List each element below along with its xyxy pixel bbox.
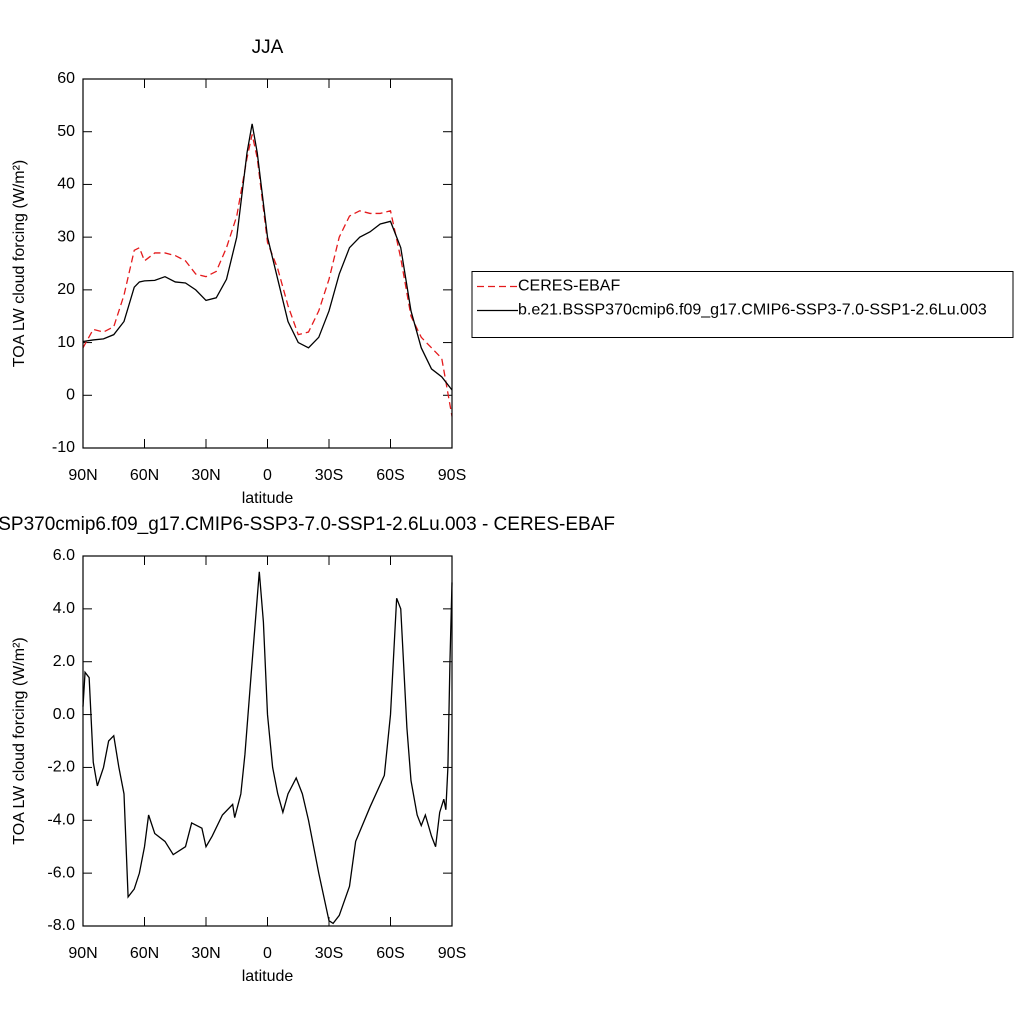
x-tick-label: 30S — [315, 945, 343, 962]
chart-title: b.e21.BSSP370cmip6.f09_g17.CMIP6-SSP3-7.… — [0, 514, 615, 535]
y-tick-label: 60 — [57, 70, 75, 87]
x-tick-label: 0 — [263, 467, 272, 484]
y-tick-label: -4.0 — [47, 812, 75, 829]
x-tick-label: 30N — [191, 467, 220, 484]
y-axis-label: TOA LW cloud forcing (W/m²) — [11, 637, 28, 844]
x-tick-label: 60N — [130, 945, 159, 962]
x-tick-label: 60S — [376, 945, 404, 962]
y-tick-label: -10 — [52, 439, 75, 456]
legend-label: CERES-EBAF — [518, 278, 620, 295]
y-tick-label: 40 — [57, 176, 75, 193]
x-tick-label: 60S — [376, 467, 404, 484]
y-tick-label: 10 — [57, 334, 75, 351]
plot-frame — [82, 555, 453, 927]
x-tick-label: 90N — [68, 467, 97, 484]
x-axis-label: latitude — [242, 490, 294, 507]
data-line — [82, 134, 453, 417]
y-tick-label: 6.0 — [53, 547, 75, 564]
y-tick-label: 0 — [66, 387, 75, 404]
y-tick-label: -8.0 — [47, 917, 75, 934]
y-tick-label: 0.0 — [53, 706, 75, 723]
x-tick-label: 90S — [438, 467, 466, 484]
x-tick-label: 90S — [438, 945, 466, 962]
y-tick-label: 30 — [57, 228, 75, 245]
y-tick-label: 20 — [57, 281, 75, 298]
x-tick-label: 60N — [130, 467, 159, 484]
x-axis-label: latitude — [242, 968, 294, 985]
chart-title: JJA — [252, 37, 284, 58]
y-axis-label: TOA LW cloud forcing (W/m²) — [11, 160, 28, 367]
legend-box — [471, 271, 1014, 338]
x-tick-label: 90N — [68, 945, 97, 962]
data-line — [82, 571, 453, 925]
data-line — [82, 123, 453, 391]
y-tick-label: 2.0 — [53, 653, 75, 670]
y-tick-label: -2.0 — [47, 759, 75, 776]
y-tick-label: -6.0 — [47, 864, 75, 881]
plot-frame — [82, 78, 453, 449]
y-tick-label: 4.0 — [53, 600, 75, 617]
x-tick-label: 30S — [315, 467, 343, 484]
x-tick-label: 0 — [263, 945, 272, 962]
legend-label: b.e21.BSSP370cmip6.f09_g17.CMIP6-SSP3-7.… — [518, 302, 987, 319]
x-tick-label: 30N — [191, 945, 220, 962]
y-tick-label: 50 — [57, 123, 75, 140]
